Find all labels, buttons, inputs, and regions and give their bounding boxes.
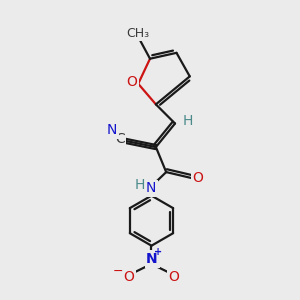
Text: O: O — [123, 270, 134, 283]
Text: −: − — [113, 265, 124, 278]
Text: C: C — [115, 132, 124, 146]
Text: H: H — [182, 114, 193, 128]
Text: CH₃: CH₃ — [127, 27, 150, 40]
Text: +: + — [154, 247, 162, 257]
Text: H: H — [135, 178, 146, 192]
Text: O: O — [169, 270, 180, 283]
Text: N: N — [146, 181, 156, 195]
Text: O: O — [192, 171, 203, 185]
Text: N: N — [146, 252, 158, 266]
Text: N: N — [106, 123, 117, 137]
Text: O: O — [126, 75, 137, 89]
